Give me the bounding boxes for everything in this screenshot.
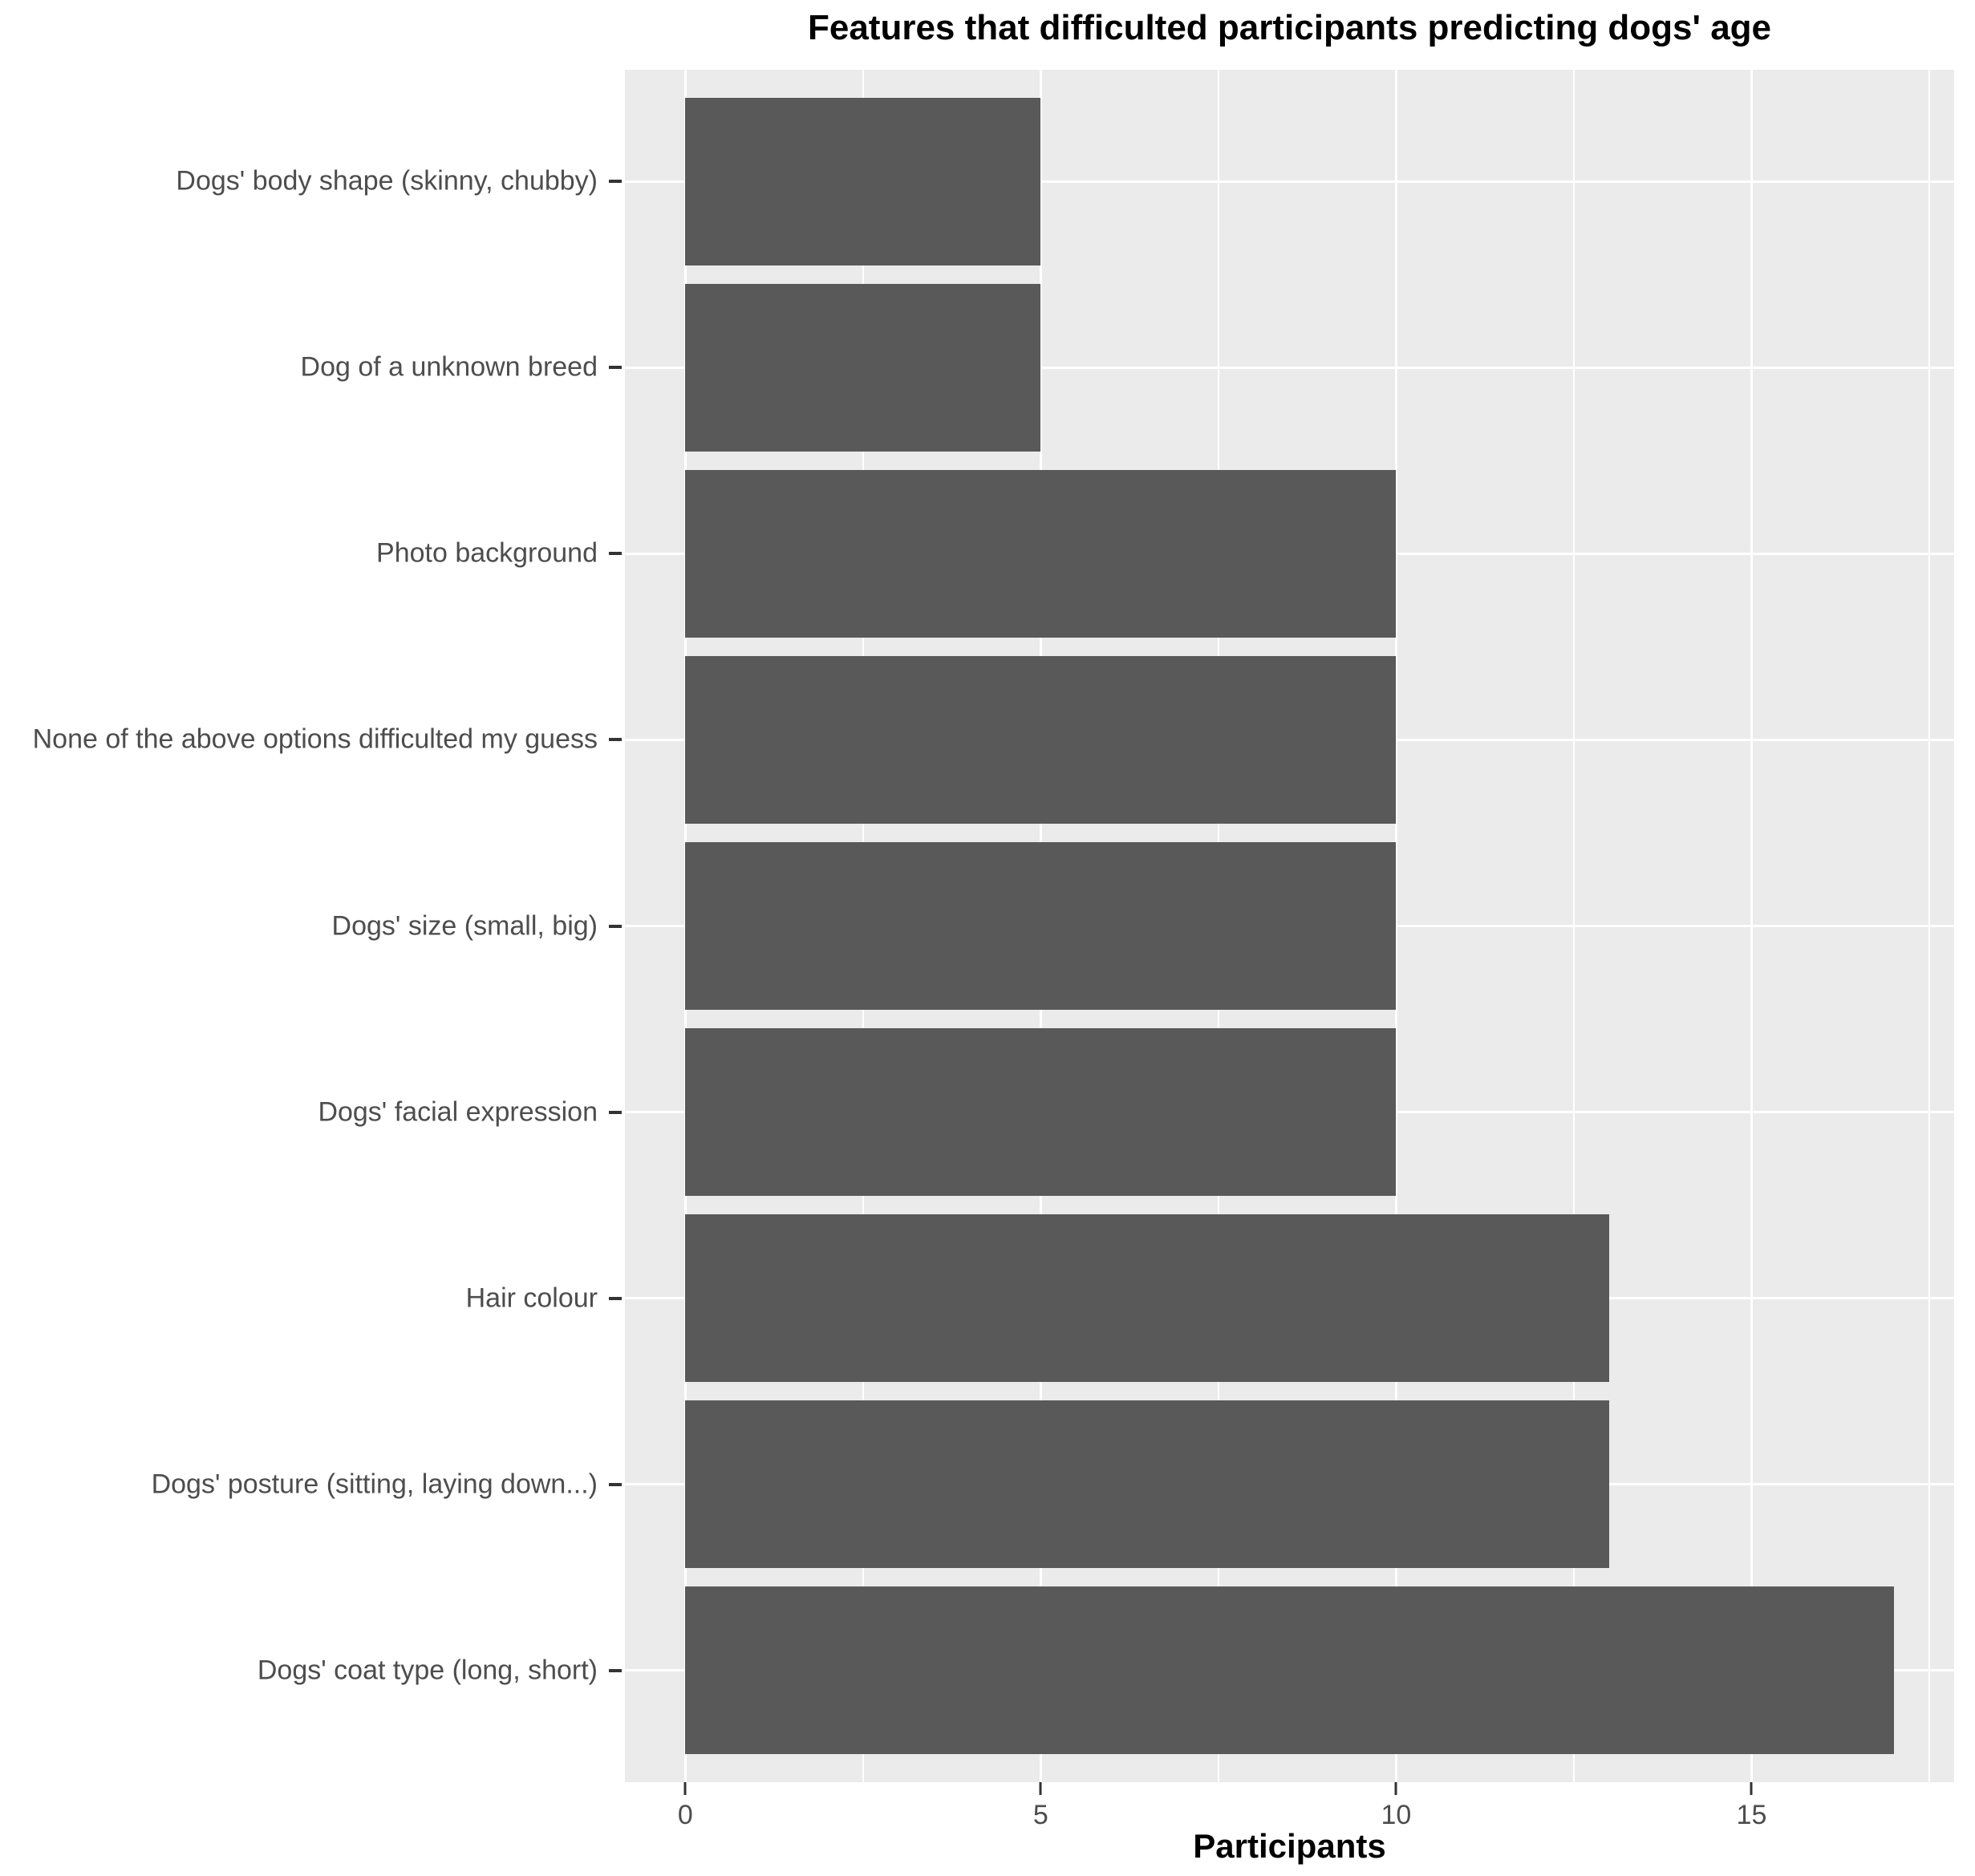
y-axis-label: Dogs' body shape (skinny, chubby)	[176, 165, 598, 197]
x-axis-tick-label: 0	[677, 1800, 693, 1830]
plot-panel	[625, 70, 1954, 1782]
bar	[685, 1028, 1397, 1196]
bar	[685, 842, 1397, 1010]
y-axis-tick-mark	[609, 924, 622, 928]
bar	[685, 656, 1397, 824]
category-gridline	[625, 180, 1954, 183]
y-axis-label: Photo background	[376, 537, 598, 569]
x-axis-title: Participants	[1193, 1827, 1386, 1865]
x-axis-tick-mark	[1394, 1782, 1397, 1795]
y-axis-label: Dogs' size (small, big)	[331, 910, 598, 941]
y-axis-label: Dog of a unknown breed	[300, 351, 598, 383]
y-axis-tick-mark	[609, 366, 622, 370]
x-axis-tick-label: 10	[1381, 1800, 1412, 1830]
y-axis-label: Hair colour	[465, 1282, 598, 1314]
bar	[685, 469, 1397, 638]
bar	[685, 97, 1041, 265]
x-axis-tick-mark	[1039, 1782, 1042, 1795]
y-axis: Dogs' body shape (skinny, chubby) Dog of …	[0, 70, 625, 1782]
y-axis-tick-mark	[609, 180, 622, 184]
bar	[685, 283, 1041, 452]
x-axis-tick-label: 5	[1032, 1800, 1048, 1830]
bar	[685, 1214, 1610, 1383]
x-axis: 0 5 10 15	[625, 1782, 1954, 1876]
y-axis-tick-mark	[609, 738, 622, 742]
bar	[685, 1586, 1894, 1755]
chart-title: Features that difficulted participants p…	[807, 8, 1772, 47]
y-axis-tick-mark	[609, 1482, 622, 1486]
y-axis-label: Dogs' facial expression	[318, 1096, 598, 1128]
y-axis-tick-mark	[609, 1296, 622, 1300]
y-axis-tick-mark	[609, 552, 622, 556]
x-axis-tick-label: 15	[1736, 1800, 1767, 1830]
category-gridline	[625, 366, 1954, 369]
bar	[685, 1400, 1610, 1569]
y-axis-tick-mark	[609, 1110, 622, 1114]
x-axis-tick-mark	[683, 1782, 687, 1795]
y-axis-label: Dogs' posture (sitting, laying down...)	[151, 1469, 598, 1500]
y-axis-tick-mark	[609, 1668, 622, 1672]
x-axis-tick-mark	[1750, 1782, 1753, 1795]
y-axis-label: None of the above options difficulted my…	[32, 723, 598, 755]
y-axis-label: Dogs' coat type (long, short)	[257, 1655, 598, 1686]
